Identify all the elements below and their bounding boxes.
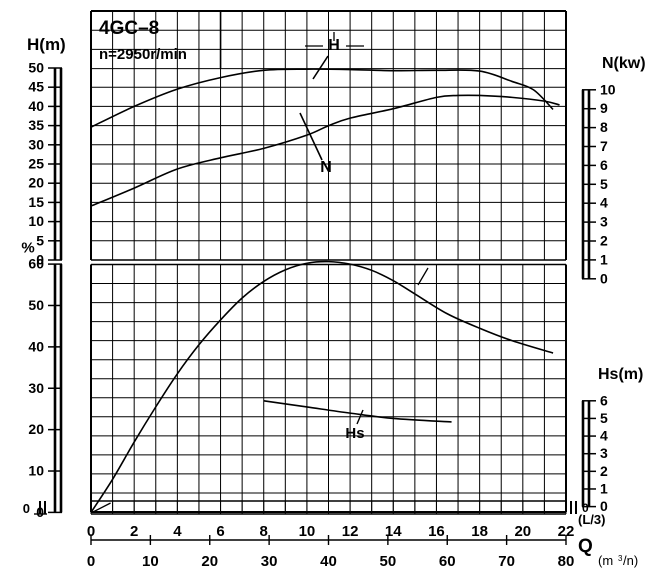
svg-text:16: 16 <box>428 523 445 540</box>
svg-text:2: 2 <box>600 233 608 249</box>
svg-text:N: N <box>320 159 332 176</box>
svg-text:5: 5 <box>600 410 608 426</box>
svg-text:40: 40 <box>320 553 337 570</box>
svg-text:Hs: Hs <box>345 425 364 442</box>
svg-text:N(kw): N(kw) <box>602 55 646 72</box>
svg-text:3: 3 <box>600 445 608 461</box>
svg-text:25: 25 <box>28 156 44 172</box>
svg-text:Hs(m): Hs(m) <box>598 366 643 383</box>
svg-text:5: 5 <box>600 176 608 192</box>
svg-text:9: 9 <box>600 100 608 116</box>
svg-text:12: 12 <box>342 523 359 540</box>
svg-text:n=2950r/min: n=2950r/min <box>99 46 187 63</box>
svg-text:60: 60 <box>28 256 44 272</box>
svg-text:%: % <box>21 240 34 257</box>
svg-text:40: 40 <box>28 338 44 354</box>
svg-text:3: 3 <box>600 214 608 230</box>
svg-text:(m: (m <box>598 553 613 568</box>
svg-text:6: 6 <box>216 523 224 540</box>
svg-text:45: 45 <box>28 79 44 95</box>
svg-text:2: 2 <box>600 463 608 479</box>
svg-text:(L/3): (L/3) <box>578 512 605 527</box>
svg-text:1: 1 <box>600 251 608 267</box>
svg-text:10: 10 <box>28 463 44 479</box>
svg-text:4GC–8: 4GC–8 <box>99 18 159 39</box>
svg-text:50: 50 <box>28 297 44 313</box>
svg-text:6: 6 <box>600 392 608 408</box>
svg-text:30: 30 <box>28 380 44 396</box>
svg-text:20: 20 <box>514 523 531 540</box>
svg-text:20: 20 <box>28 421 44 437</box>
svg-text:50: 50 <box>380 553 397 570</box>
svg-text:10: 10 <box>299 523 316 540</box>
svg-text:7: 7 <box>600 138 608 154</box>
svg-text:60: 60 <box>439 553 456 570</box>
svg-text:0: 0 <box>23 501 30 516</box>
svg-text:0: 0 <box>87 553 95 570</box>
svg-text:8: 8 <box>600 119 608 135</box>
svg-text:18: 18 <box>471 523 488 540</box>
svg-text:Q: Q <box>578 536 593 557</box>
svg-text:4: 4 <box>600 195 608 211</box>
svg-text:2: 2 <box>130 523 138 540</box>
svg-text:H(m): H(m) <box>27 35 66 54</box>
svg-text:10: 10 <box>28 213 44 229</box>
svg-text:5: 5 <box>36 232 44 248</box>
svg-text:6: 6 <box>600 157 608 173</box>
svg-text:8: 8 <box>260 523 268 540</box>
svg-text:/n): /n) <box>623 553 638 568</box>
svg-text:30: 30 <box>28 136 44 152</box>
svg-text:4: 4 <box>173 523 182 540</box>
svg-text:15: 15 <box>28 194 44 210</box>
svg-text:50: 50 <box>28 60 44 76</box>
svg-text:40: 40 <box>28 98 44 114</box>
svg-text:4: 4 <box>600 428 608 444</box>
svg-text:20: 20 <box>28 175 44 191</box>
svg-text:35: 35 <box>28 117 44 133</box>
svg-text:10: 10 <box>600 81 616 97</box>
svg-text:1: 1 <box>600 480 608 496</box>
svg-text:20: 20 <box>201 553 218 570</box>
svg-text:80: 80 <box>558 553 575 570</box>
svg-text:30: 30 <box>261 553 278 570</box>
svg-text:10: 10 <box>142 553 159 570</box>
svg-text:70: 70 <box>498 553 515 570</box>
svg-text:0: 0 <box>600 270 608 286</box>
